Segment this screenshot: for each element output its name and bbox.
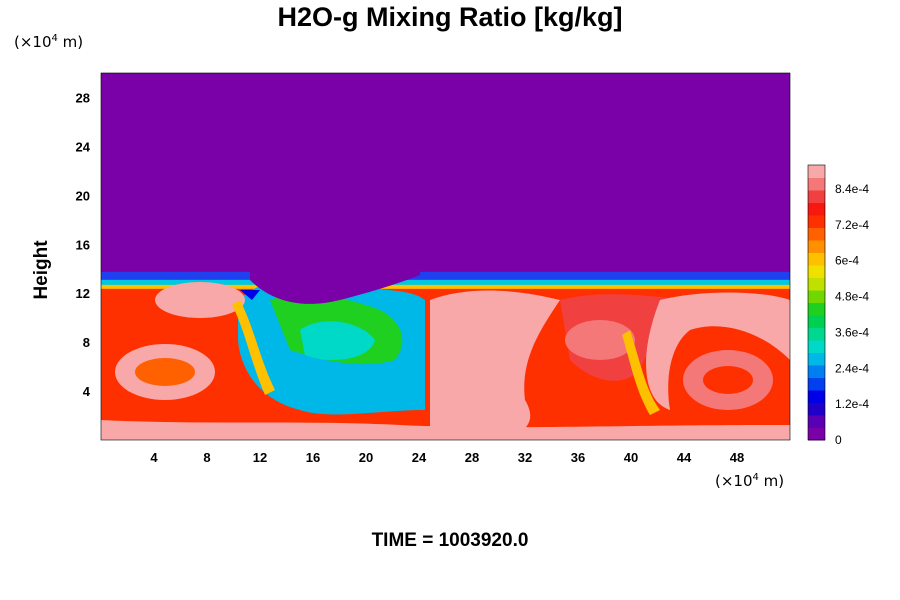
x-tick-label: 24 (412, 450, 427, 465)
colorbar-segment (808, 427, 825, 441)
field-feature-20 (622, 330, 660, 415)
colorbar-segment (808, 352, 825, 366)
time-label: TIME = 1003920.0 (371, 530, 529, 551)
y-tick-label: 28 (76, 90, 90, 105)
field-feature-2 (101, 284, 790, 291)
y-tick-label: 16 (76, 237, 90, 252)
colorbar-segment (808, 327, 825, 341)
x-tick-label: 40 (624, 450, 638, 465)
colorbar-segment (808, 252, 825, 266)
y-tick-label: 24 (76, 139, 91, 154)
colorbar-border (807, 164, 826, 441)
x-tick-label: 48 (730, 450, 744, 465)
x-tick-label: 20 (359, 450, 373, 465)
colorbar-tick-label: 4.8e-4 (835, 290, 869, 304)
x-tick-label: 8 (203, 450, 210, 465)
colorbar-segment (808, 227, 825, 241)
colorbar-segment (808, 377, 825, 391)
colorbar-tick-label: 3.6e-4 (835, 325, 869, 339)
colorbar-segment (808, 302, 825, 316)
field-feature-6 (300, 321, 375, 360)
x-tick-label: 4 (150, 450, 158, 465)
field-feature-10 (135, 358, 195, 386)
colorbar-tick-label: 8.4e-4 (835, 182, 869, 196)
y-tick-label: 4 (83, 384, 91, 399)
colorbar-segment (808, 365, 825, 378)
field-feature-11 (155, 282, 245, 318)
colorbar-segment (808, 190, 825, 203)
colorbar-segment (808, 402, 825, 416)
colorbar-segment (808, 315, 825, 328)
colorbar-segment (808, 165, 825, 178)
colorbar-segment (808, 265, 825, 278)
colorbar-tick-label: 6e-4 (835, 254, 859, 268)
y-tick-label: 8 (83, 335, 90, 350)
colorbar-segment (808, 340, 825, 353)
field-feature-14 (565, 320, 635, 360)
colorbar-segment (808, 177, 825, 191)
x-tick-label: 44 (677, 450, 692, 465)
x-tick-label: 32 (518, 450, 532, 465)
y-tick-label: 20 (76, 188, 90, 203)
y-tick-label: 12 (76, 286, 90, 301)
colorbar-segment (808, 390, 825, 403)
plot-area (100, 72, 791, 441)
field-feature-7 (240, 290, 260, 300)
colorbar-tick-label: 1.2e-4 (835, 397, 869, 411)
colorbar-tick-label: 2.4e-4 (835, 361, 869, 375)
field-feature-8 (250, 268, 420, 304)
colorbar-tick-label: 0 (835, 433, 842, 447)
field-feature-19 (232, 300, 275, 395)
colorbar-segment (808, 202, 825, 216)
x-tick-label: 16 (306, 450, 320, 465)
x-tick-label: 36 (571, 450, 585, 465)
x-tick-label: 28 (465, 450, 479, 465)
colorbar-tick-label: 7.2e-4 (835, 218, 869, 232)
colorbar-segment (808, 240, 825, 253)
field-feature-18 (101, 420, 790, 440)
plot-border (100, 72, 791, 441)
x-tick-label: 12 (253, 450, 267, 465)
chart-title: H2O-g Mixing Ratio [kg/kg] (277, 2, 623, 32)
x-unit-label: (×104 m) (715, 472, 785, 490)
colorbar-segment (808, 215, 825, 228)
field-moist-layer (101, 268, 790, 440)
colorbar: 0 1.2e-4 2.4e-4 3.6e-4 4.8e-4 6e-4 7.2e-4 8.4e-… (807, 164, 869, 447)
colorbar-segment (808, 277, 825, 291)
colorbar-segment (808, 415, 825, 428)
colorbar-segment (808, 290, 825, 303)
field-feature-1 (101, 279, 790, 286)
y-axis-ticks: 4 8 12 16 20 24 28 (76, 90, 91, 399)
y-unit-label: (×104 m) (14, 33, 84, 51)
field-feature-12 (430, 290, 560, 440)
field-feature-15 (646, 292, 790, 410)
x-axis-ticks: 4 8 12 16 20 24 28 32 36 40 44 48 (150, 450, 744, 465)
field-feature-17 (703, 366, 753, 394)
